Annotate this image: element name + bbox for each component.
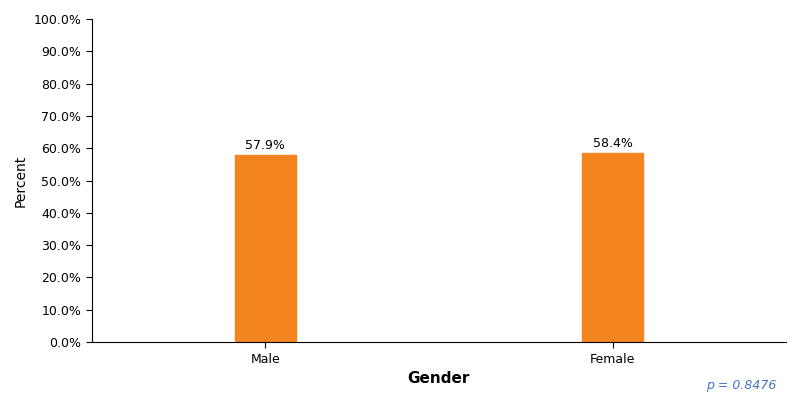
Bar: [582, 153, 643, 342]
Y-axis label: Percent: Percent: [14, 154, 28, 207]
X-axis label: Gender: Gender: [408, 371, 470, 386]
Text: 57.9%: 57.9%: [246, 139, 286, 152]
Bar: [235, 155, 296, 342]
Text: 58.4%: 58.4%: [593, 137, 633, 150]
Text: p = 0.8476: p = 0.8476: [706, 379, 776, 392]
